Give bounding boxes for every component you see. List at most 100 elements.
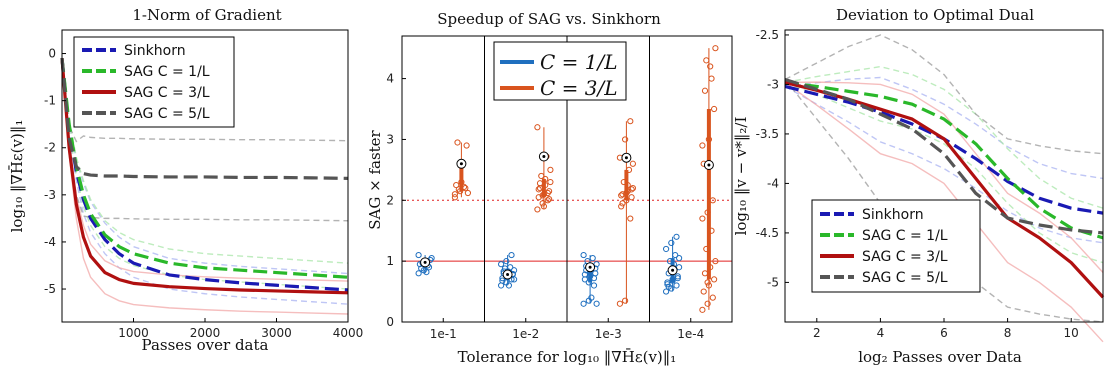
p1-xtick-label: 2000 bbox=[190, 326, 221, 340]
p2-point-1-1 bbox=[535, 186, 542, 193]
p1-series-line-0 bbox=[60, 58, 349, 292]
p2-median-dot-0-2 bbox=[588, 265, 592, 269]
p3-ytick-label: -3.5 bbox=[756, 127, 779, 141]
p2-median-dot-0-0 bbox=[423, 260, 427, 264]
p1-legend-label-2: SAG C = 3/L bbox=[124, 85, 210, 101]
p2-point-0-3 bbox=[674, 275, 681, 282]
p2-point-1-2 bbox=[618, 192, 625, 199]
p2-point-0-2 bbox=[589, 255, 596, 262]
p3-legend-label-1: SAG C = 1/L bbox=[862, 228, 948, 244]
panel1-series bbox=[60, 58, 349, 295]
p2-point-1-3 bbox=[711, 276, 718, 283]
p1-series-line-1 bbox=[60, 58, 349, 279]
p2-point-1-1 bbox=[534, 206, 541, 213]
p3-ytick-label: -4.5 bbox=[756, 226, 779, 240]
p2-point-1-3 bbox=[711, 105, 718, 113]
p2-point-1-1 bbox=[547, 166, 554, 173]
p2-point-0-3 bbox=[673, 233, 680, 240]
p2-point-1-1 bbox=[544, 197, 551, 204]
p2-point-1-2 bbox=[628, 186, 635, 193]
p2-point-0-3 bbox=[676, 255, 683, 262]
p3-series-line-2 bbox=[784, 80, 1105, 299]
p2-point-0-3 bbox=[664, 279, 671, 286]
p2-median-dot-1-2 bbox=[624, 156, 628, 160]
p2-point-0-0 bbox=[423, 269, 430, 276]
p2-median-dot-1-0 bbox=[459, 162, 463, 166]
p2-point-0-1 bbox=[498, 261, 505, 268]
p2-point-1-2 bbox=[618, 203, 625, 210]
p1-faint-curve-0-0 bbox=[61, 58, 349, 275]
panel3-y-ticks: -2.5 -3 -3.5 -4 -4.5 -5 bbox=[756, 28, 789, 289]
p2-point-0-2 bbox=[580, 251, 587, 259]
p2-point-0-2 bbox=[581, 271, 589, 278]
p2-point-1-3 bbox=[707, 63, 714, 70]
panel2-xlabel: Tolerance for log₁₀ ‖∇H̄ε(v)‖₁ bbox=[458, 348, 677, 366]
p2-point-1-3 bbox=[701, 270, 709, 277]
p2-ytick-label: 4 bbox=[386, 72, 394, 86]
p3-series-line-3 bbox=[784, 77, 1104, 235]
p2-point-0-3 bbox=[674, 273, 681, 280]
p2-point-0-3 bbox=[668, 239, 675, 246]
p2-point-1-3 bbox=[699, 215, 706, 222]
p2-median-dot-0-1 bbox=[506, 273, 510, 277]
p3-faint-curve-3-0 bbox=[784, 34, 1104, 155]
panel3-x-ticks: 2 4 6 8 10 bbox=[813, 318, 1079, 340]
p2-point-0-3 bbox=[663, 245, 670, 253]
p2-point-0-1 bbox=[503, 258, 510, 265]
panel2-legend-box bbox=[493, 41, 627, 101]
p2-ytick-label: 0 bbox=[386, 315, 394, 329]
panel2-title: Speedup of SAG vs. Sinkhorn bbox=[437, 10, 661, 28]
p3-ytick-label: -5 bbox=[767, 275, 779, 289]
p2-point-1-1 bbox=[546, 195, 553, 203]
p3-legend-label-0: Sinkhorn bbox=[862, 207, 924, 223]
p2-ytick-label: 3 bbox=[386, 132, 394, 146]
panel1-title: 1-Norm of Gradient bbox=[132, 6, 281, 24]
p1-faint-curve-3-1 bbox=[61, 58, 349, 222]
p2-point-0-3 bbox=[665, 283, 672, 290]
p2-point-1-3 bbox=[704, 279, 711, 286]
panel3-ylabel: log₁₀ ‖v − v*‖₂/I bbox=[732, 117, 750, 236]
panel1-xlabel: Passes over data bbox=[142, 336, 269, 354]
p1-series-line-2 bbox=[60, 58, 349, 295]
p2-median-dot-1-3 bbox=[707, 163, 711, 167]
p2-point-1-1 bbox=[547, 178, 554, 186]
p2-point-1-2 bbox=[622, 297, 629, 304]
p2-point-1-2 bbox=[627, 215, 634, 222]
p3-faint-curve-2-1 bbox=[784, 81, 1104, 273]
p2-point-1-0 bbox=[451, 194, 458, 201]
panel-dual-deviation: Deviation to Optimal Dual 2 4 6 8 10 -2.5-3-… bbox=[732, 6, 1105, 366]
p2-point-0-1 bbox=[508, 251, 515, 259]
p2-point-0-2 bbox=[590, 282, 598, 289]
p2-xtick-label: 1e-1 bbox=[430, 327, 457, 341]
p2-point-1-3 bbox=[701, 87, 709, 94]
p1-legend-label-1: SAG C = 1/L bbox=[124, 64, 210, 80]
p2-point-1-3 bbox=[700, 288, 707, 295]
p1-faint-curve-1-0 bbox=[61, 58, 349, 264]
panel2-legend: C = 1/LC = 3/L bbox=[493, 41, 627, 101]
panel2-medians bbox=[420, 48, 714, 310]
p1-ytick-label: 0 bbox=[48, 47, 56, 61]
panel3-faint-curves bbox=[784, 34, 1104, 343]
p2-median-dot-1-1 bbox=[542, 154, 546, 158]
p2-point-1-3 bbox=[703, 57, 710, 64]
panel3-legend: Sinkhorn SAG C = 1/L SAG C = 3/L SAG C = 5/… bbox=[811, 199, 981, 293]
p2-xtick-label: 1e-2 bbox=[512, 327, 539, 341]
p1-faint-curve-2-0 bbox=[61, 58, 349, 315]
p2-point-1-2 bbox=[627, 118, 634, 125]
p2-point-1-0 bbox=[451, 191, 458, 198]
p3-xtick-label: 2 bbox=[813, 326, 821, 340]
p2-point-1-3 bbox=[709, 294, 716, 301]
panel2-y-ticks: 0 1 2 3 4 bbox=[386, 72, 406, 329]
p2-point-1-2 bbox=[619, 200, 626, 207]
p3-xtick-label: 8 bbox=[1004, 326, 1012, 340]
p3-ytick-label: -3 bbox=[767, 77, 779, 91]
p3-ytick-label: -4 bbox=[767, 176, 779, 190]
p2-point-1-3 bbox=[704, 300, 711, 307]
p2-point-0-1 bbox=[499, 277, 506, 284]
panel3-series bbox=[784, 77, 1105, 299]
p2-point-1-0 bbox=[464, 189, 471, 197]
panel1-legend: Sinkhorn SAG C = 1/L SAG C = 3/L SAG C = 5/… bbox=[73, 36, 235, 128]
p1-faint-curve-3-0 bbox=[61, 58, 349, 143]
